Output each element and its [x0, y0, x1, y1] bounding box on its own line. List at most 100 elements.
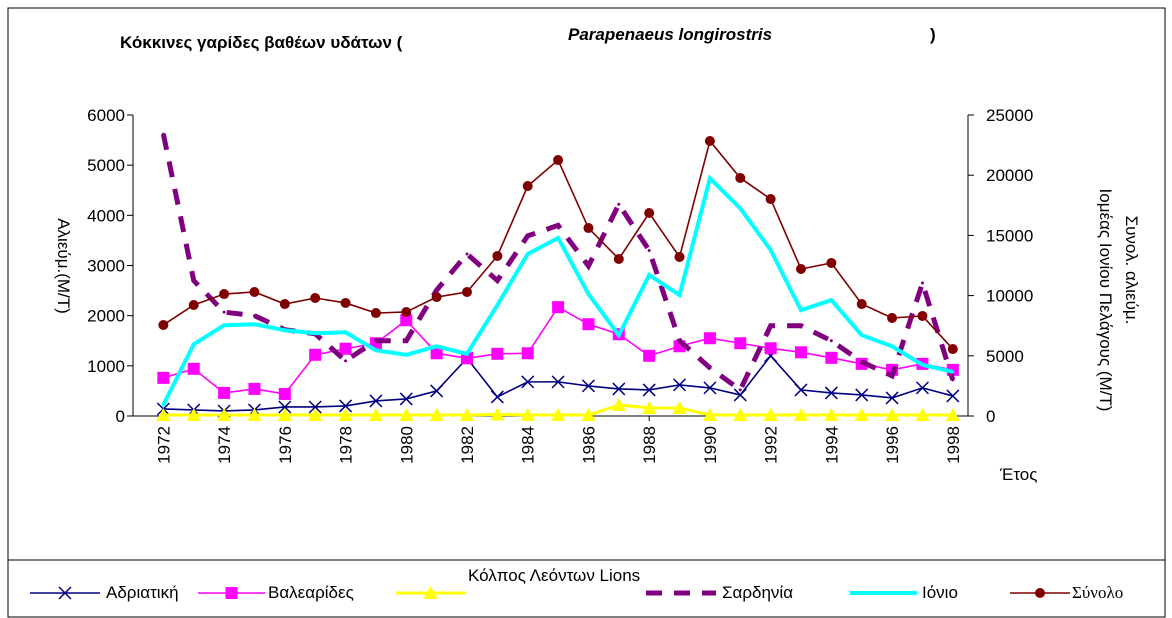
marker-triangle — [672, 400, 687, 414]
point — [829, 339, 833, 343]
point — [920, 281, 924, 285]
marker-circle — [492, 250, 503, 261]
point — [708, 366, 712, 370]
marker-circle — [917, 310, 928, 321]
x-tick-label: 1998 — [944, 426, 963, 464]
point — [799, 324, 803, 328]
marker-square — [734, 337, 747, 350]
y-tick-label: 3000 — [87, 257, 125, 276]
marker-x — [551, 375, 565, 389]
y-tick-label: 2000 — [87, 307, 125, 326]
x-axis-title: Έτος — [999, 465, 1037, 484]
marker-x — [642, 383, 656, 397]
series-line — [162, 139, 954, 350]
point — [860, 360, 864, 364]
legend-label: Σύνολο — [1072, 583, 1124, 602]
point — [283, 328, 287, 332]
marker-circle — [522, 181, 533, 192]
point — [769, 324, 773, 328]
marker-x — [733, 388, 747, 402]
marker-circle — [1035, 588, 1045, 598]
x-tick-label: 1990 — [701, 426, 720, 464]
point — [799, 308, 803, 312]
point — [404, 353, 408, 357]
marker-circle — [188, 299, 199, 310]
marker-circle — [219, 289, 230, 300]
marker-x — [339, 399, 353, 413]
chart-title: Κόκκινες γαρίδες βαθέων υδάτων ( — [120, 33, 403, 52]
marker-triangle — [156, 407, 171, 421]
point — [890, 344, 894, 348]
marker-x — [369, 394, 383, 408]
chart-title-end: ) — [930, 25, 936, 44]
marker-circle — [370, 308, 381, 319]
marker-square — [309, 348, 322, 361]
marker-square — [582, 318, 595, 331]
y-tick-label: 5000 — [87, 156, 125, 175]
marker-square — [461, 352, 473, 365]
marker-circle — [856, 299, 867, 310]
marker-square — [248, 382, 261, 395]
marker-square — [278, 387, 291, 400]
legend-label: Σαρδηνία — [722, 583, 794, 602]
marker-triangle — [520, 407, 535, 421]
point — [678, 339, 682, 343]
marker-x — [430, 384, 444, 398]
marker-triangle — [702, 407, 717, 421]
x-tick-label: 1984 — [519, 426, 538, 464]
marker-square — [225, 587, 238, 599]
marker-circle — [462, 286, 472, 297]
marker-x — [399, 392, 413, 406]
marker-triangle — [423, 586, 438, 599]
point — [435, 288, 439, 292]
marker-x — [703, 381, 717, 395]
marker-x — [673, 378, 687, 392]
point — [890, 374, 894, 378]
y2-axis-title: Ιομέας Ιονίου Πελάγους (Μ/Τ) — [1096, 189, 1115, 412]
marker-square — [643, 349, 656, 362]
marker-triangle — [733, 407, 748, 421]
marker-circle — [553, 155, 564, 166]
legend-frame — [7, 559, 1166, 618]
series-line — [161, 174, 954, 406]
legend-label: Ιόνιο — [922, 583, 958, 602]
marker-triangle — [854, 407, 869, 421]
marker-circle — [158, 319, 169, 330]
point — [556, 236, 560, 240]
marker-circle — [887, 312, 898, 323]
marker-circle — [674, 251, 685, 262]
point — [586, 264, 590, 268]
marker-x — [308, 400, 322, 414]
marker-x — [612, 382, 626, 396]
marker-circle — [249, 286, 260, 297]
marker-x — [855, 388, 869, 402]
marker-triangle — [217, 407, 232, 421]
marker-x — [915, 381, 929, 395]
point — [920, 363, 924, 367]
point — [738, 388, 742, 392]
point — [161, 132, 165, 136]
marker-square — [795, 346, 807, 359]
point — [951, 370, 955, 374]
point — [617, 202, 621, 206]
marker-square — [703, 332, 716, 345]
marker-circle — [765, 194, 776, 205]
marker-triangle — [945, 407, 960, 421]
marker-triangle — [915, 407, 930, 421]
marker-triangle — [611, 397, 626, 411]
y2-tick-label: 20000 — [986, 166, 1033, 185]
point — [344, 330, 348, 334]
point — [678, 293, 682, 297]
marker-circle — [644, 208, 655, 219]
x-tick-label: 1976 — [276, 426, 295, 464]
marker-triangle — [824, 407, 839, 421]
marker-square — [400, 314, 413, 327]
point — [647, 273, 651, 277]
point — [192, 279, 196, 283]
point — [161, 403, 165, 407]
y2-tick-label: 10000 — [986, 287, 1033, 306]
legend-label: Κόλπος Λεόντων Lions — [468, 566, 641, 585]
point — [769, 248, 773, 252]
legend-label: Αδριατική — [106, 583, 179, 602]
point — [222, 323, 226, 327]
